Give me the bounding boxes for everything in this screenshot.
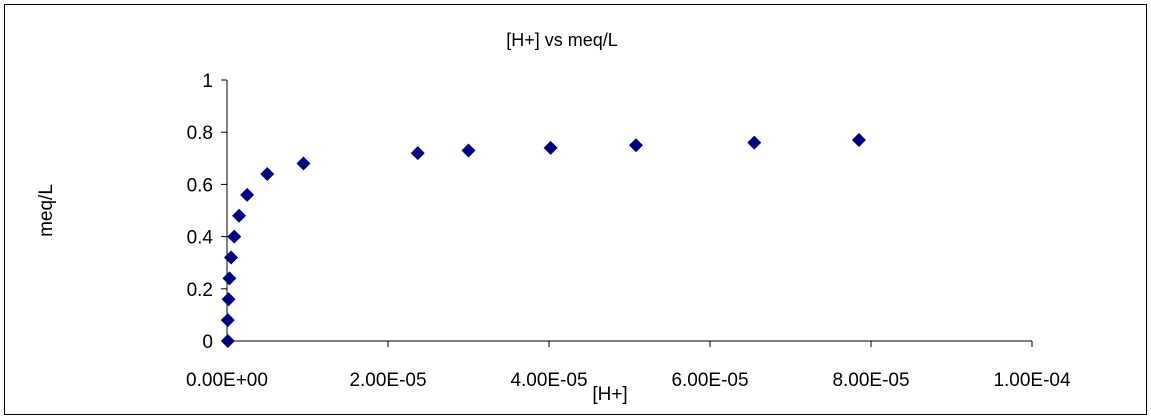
y-tick-label: 0 [202,332,213,353]
data-points [220,133,866,348]
y-tick-label: 0.6 [187,175,213,196]
data-point [227,229,242,244]
x-tick-label: 2.00E-05 [349,370,426,391]
data-point [296,156,311,171]
x-axis: 0.00E+00 2.00E-05 4.00E-05 6.00E-05 8.00E-05… [186,340,1071,391]
x-tick-label: 8.00E-05 [832,370,909,391]
chart-title: [H+] vs meq/L [506,30,618,50]
data-point [543,140,558,155]
data-point [851,133,866,148]
y-axis-label: meq/L [36,184,57,237]
data-point [260,166,275,181]
y-axis: 0 0.2 0.4 0.6 0.8 1 [187,71,228,353]
data-point [221,292,236,307]
x-tick-label: 4.00E-05 [510,370,587,391]
x-tick-label: 0.00E+00 [186,370,268,391]
chart-frame [4,4,1147,415]
data-point [628,138,643,153]
data-point [747,135,762,150]
data-point [220,313,235,328]
y-tick-label: 0.4 [187,228,214,249]
data-point [240,187,255,202]
x-tick-label: 1.00E-04 [993,370,1071,391]
data-point [224,250,239,265]
x-tick-label: 6.00E-05 [671,370,748,391]
y-tick-label: 0.8 [187,123,213,144]
data-point [461,143,476,158]
data-point [410,146,425,161]
data-point [232,208,247,223]
x-axis-label: [H+] [592,384,627,405]
data-point [220,334,235,348]
y-tick-label: 1 [202,71,213,92]
y-tick-label: 0.2 [187,280,213,301]
data-point [222,271,237,286]
